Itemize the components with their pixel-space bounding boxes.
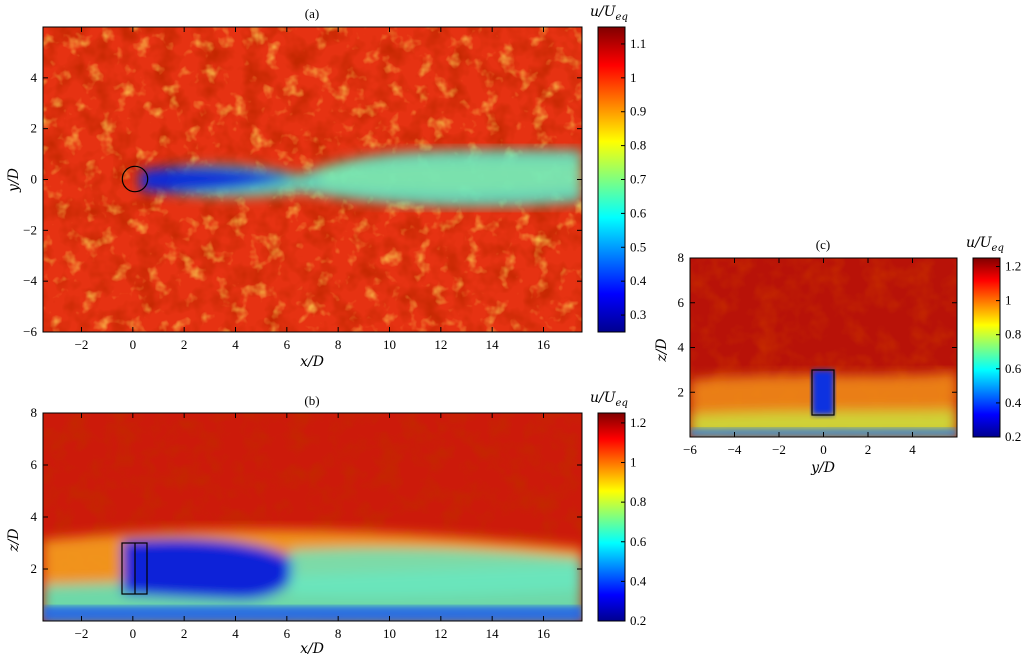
panel-a: −2 0 2 4 6 8 10 12 14 16 −6 −4 −2 0 2 4 (a) x/D y/D 0.… [6,4,647,370]
ylabel-c: z/D [654,338,670,362]
xlabel-a: x/D [300,354,324,370]
colorbar-tick-label: 0.8 [1005,327,1021,342]
y-tick-label: 8 [31,405,38,420]
colorbar-ticks-a: 0.3 0.4 0.5 0.6 0.7 0.8 0.9 1 1.1 [621,36,647,322]
colorbar-b [597,412,626,622]
x-ticks-c: −6 −4 −2 0 2 4 [683,258,916,457]
colorbar-tick-label: 0.2 [630,613,646,628]
x-tick-label: 8 [335,337,342,352]
x-tick-label: 4 [909,442,916,457]
x-tick-label: 12 [434,337,447,352]
colorbar-tick-label: 0.6 [1005,361,1022,376]
colorbar-tick-label: 1 [630,455,637,470]
colorbar-tick-label: 0.8 [630,494,646,509]
y-tick-label: 4 [31,509,38,524]
colorbar-tick-label: 0.7 [630,172,647,187]
cylinder-rect-c [811,369,835,416]
xlabel-c: y/D [810,460,835,476]
x-tick-label: 2 [181,337,188,352]
x-tick-label: 0 [130,626,137,641]
x-tick-label: 14 [486,626,500,641]
colorbar-tick-label: 1 [1005,293,1012,308]
x-tick-label: 16 [537,626,551,641]
x-tick-label: 14 [486,337,500,352]
x-tick-label: 2 [865,442,872,457]
colorbar-tick-label: 0.9 [630,104,646,119]
colorbar-tick-label: 0.2 [1005,429,1021,444]
colorbar-tick-label: 0.5 [630,239,646,254]
y-tick-label: 2 [31,561,38,576]
colorbar-tick-label: 0.4 [630,573,647,588]
y-tick-label: 4 [678,340,685,355]
title-a: (a) [305,6,319,21]
colorbar-tick-label: 0.8 [630,138,646,153]
ylabel-b: z/D [6,528,22,552]
colorbar-c [972,257,1001,438]
title-c: (c) [816,237,830,252]
x-tick-label: 6 [284,337,291,352]
y-ticks-c: 2 4 6 8 [678,250,957,399]
y-tick-label: 6 [31,457,38,472]
colorbar-tick-label: 0.3 [630,307,646,322]
colorbar-tick-label: 0.4 [1005,395,1022,410]
x-tick-label: 2 [181,626,188,641]
y-tick-label: −4 [23,273,37,288]
x-tick-label: 6 [284,626,291,641]
colorbar-label-c: u/Ueq [966,235,1004,254]
x-tick-label: 12 [434,626,447,641]
y-tick-label: 2 [678,384,685,399]
x-tick-label: −2 [75,337,89,352]
colorbar-tick-label: 1.2 [630,415,646,430]
y-tick-label: −6 [23,324,37,339]
x-tick-label: −4 [728,442,742,457]
heatmap-a [43,27,582,332]
ylabel-a: y/D [6,168,22,193]
colorbar-label-b: u/Ueq [590,390,628,409]
y-ticks-a: −6 −4 −2 0 2 4 [23,70,582,339]
colorbar-tick-label: 0.4 [630,273,647,288]
colorbar-ticks-c: 0.2 0.4 0.6 0.8 1 1.2 [996,259,1022,444]
colorbar-a [597,26,626,333]
x-tick-label: −6 [683,442,697,457]
y-ticks-b: 2 4 6 8 [31,405,582,576]
y-tick-label: 6 [678,295,685,310]
x-tick-label: −2 [772,442,786,457]
y-tick-label: 0 [31,172,38,187]
heatmap-c [690,258,957,437]
x-tick-label: −2 [75,626,89,641]
colorbar-tick-label: 0.6 [630,534,647,549]
heatmap-b [43,413,582,621]
y-tick-label: −2 [23,222,37,237]
colorbar-tick-label: 1.1 [630,36,646,51]
colorbar-tick-label: 0.6 [630,205,647,220]
x-tick-label: 10 [383,626,396,641]
xlabel-b: x/D [300,641,324,657]
y-tick-label: 4 [31,70,38,85]
x-tick-label: 8 [335,626,342,641]
x-tick-label: 4 [232,626,239,641]
title-b: (b) [304,393,319,408]
x-tick-label: 4 [232,337,239,352]
x-ticks-a: −2 0 2 4 6 8 10 12 14 16 [75,27,551,352]
y-tick-label: 8 [678,250,685,265]
x-tick-label: 0 [130,337,137,352]
x-tick-label: 0 [820,442,827,457]
y-tick-label: 2 [31,121,38,136]
x-tick-label: 10 [383,337,396,352]
colorbar-tick-label: 1.2 [1005,259,1021,274]
x-tick-label: 16 [537,337,551,352]
x-ticks-b: −2 0 2 4 6 8 10 12 14 16 [75,413,551,641]
colorbar-ticks-b: 0.2 0.4 0.6 0.8 1 1.2 [621,415,647,628]
colorbar-label-a: u/Ueq [590,4,628,23]
colorbar-tick-label: 1 [630,70,637,85]
panel-c: −6 −4 −2 0 2 4 2 4 6 8 (c) y/D z/D 0.2 0.4 0.6 0.8 1… [654,235,1022,476]
cylinder-circle [121,165,149,193]
